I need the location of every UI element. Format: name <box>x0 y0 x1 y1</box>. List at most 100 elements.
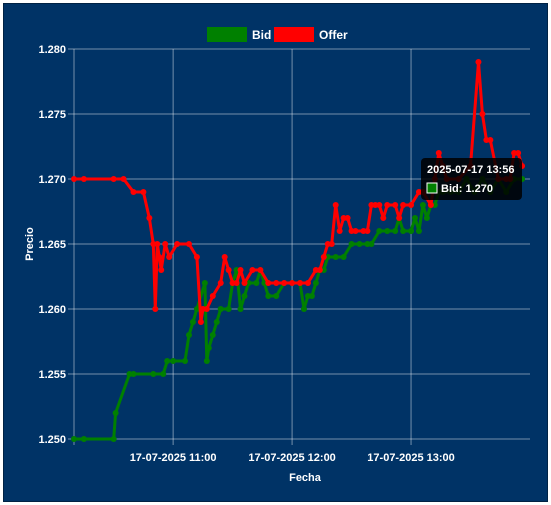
x-tick-label: 17-07-2025 11:00 <box>130 452 217 464</box>
data-point-bid <box>273 293 280 299</box>
data-point-bid <box>189 319 196 325</box>
data-point-offer <box>515 150 522 156</box>
tooltip-box <box>421 158 522 200</box>
y-tick-label: 1.265 <box>38 239 66 251</box>
data-point-bid <box>203 358 210 364</box>
data-point-bid <box>392 228 399 234</box>
data-point-offer <box>209 293 216 299</box>
data-point-offer <box>297 280 304 286</box>
y-tick-label: 1.270 <box>38 174 66 186</box>
legend-label-bid: Bid <box>252 28 271 42</box>
data-point-offer <box>487 137 494 143</box>
data-point-offer <box>166 254 173 260</box>
data-point-bid <box>376 228 383 234</box>
legend-swatch-offer <box>274 27 314 42</box>
x-tick-label: 17-07-2025 13:00 <box>367 452 454 464</box>
data-point-offer <box>80 176 87 182</box>
data-point-offer <box>265 280 272 286</box>
data-point-offer <box>364 228 371 234</box>
y-tick-label: 1.260 <box>38 304 66 316</box>
y-tick-label: 1.255 <box>38 369 66 381</box>
data-point-bid <box>130 371 137 377</box>
chart-series <box>71 59 526 442</box>
data-point-bid <box>193 306 200 312</box>
y-tick-label: 1.280 <box>38 44 66 56</box>
data-point-bid <box>412 215 419 221</box>
data-point-offer <box>304 280 311 286</box>
data-point-offer <box>233 280 240 286</box>
data-point-bid <box>300 306 307 312</box>
tooltip-text: Bid: 1.270 <box>441 183 493 195</box>
data-point-offer <box>152 306 159 312</box>
data-point-offer <box>162 241 169 247</box>
data-point-bid <box>217 306 224 312</box>
data-point-offer <box>376 202 383 208</box>
y-axis-title: Precio <box>24 227 36 261</box>
legend-label-offer: Offer <box>319 28 348 42</box>
data-point-offer <box>316 267 323 273</box>
data-point-offer <box>427 202 434 208</box>
legend-item-offer[interactable]: Offer <box>274 27 348 42</box>
legend-swatch-bid <box>207 27 247 42</box>
data-point-offer <box>475 59 482 65</box>
data-point-offer <box>320 254 327 260</box>
data-point-offer <box>237 267 244 273</box>
data-point-offer <box>158 267 165 273</box>
data-point-bid <box>423 215 430 221</box>
data-point-offer <box>352 228 359 234</box>
data-point-bid <box>170 358 177 364</box>
data-point-bid <box>110 436 117 442</box>
data-point-bid <box>225 306 232 312</box>
data-point-bid <box>241 293 248 299</box>
y-axis-ticks: 1.250 1.255 1.260 1.265 1.270 1.275 1.280 <box>38 44 66 446</box>
data-point-offer <box>203 306 210 312</box>
tooltip-swatch <box>426 182 438 194</box>
data-point-offer <box>154 241 161 247</box>
data-point-offer <box>225 267 232 273</box>
data-point-offer <box>120 176 127 182</box>
data-point-bid <box>160 371 167 377</box>
data-point-bid <box>253 280 260 286</box>
data-point-bid <box>400 228 407 234</box>
data-point-bid <box>384 228 391 234</box>
data-point-bid <box>419 202 426 208</box>
y-tick-label: 1.250 <box>38 434 66 446</box>
data-point-offer <box>435 150 442 156</box>
tooltip-title: 2025-07-17 13:56 <box>427 164 514 176</box>
data-point-offer <box>281 280 288 286</box>
data-point-bid <box>201 280 208 286</box>
data-point-offer <box>217 280 224 286</box>
x-axis-title: Fecha <box>289 472 322 484</box>
data-point-offer <box>185 241 192 247</box>
data-point-offer <box>332 202 339 208</box>
data-point-bid <box>71 436 77 442</box>
data-point-bid <box>356 241 363 247</box>
data-point-offer <box>392 202 399 208</box>
data-point-bid <box>308 293 315 299</box>
y-tick-label: 1.275 <box>38 109 66 121</box>
data-point-bid <box>164 358 171 364</box>
data-point-offer <box>380 215 387 221</box>
data-point-offer <box>221 254 228 260</box>
data-point-bid <box>348 241 355 247</box>
legend-item-bid[interactable]: Bid <box>207 27 271 42</box>
data-point-offer <box>328 241 335 247</box>
data-point-bid <box>368 241 375 247</box>
data-point-bid <box>340 254 347 260</box>
data-point-offer <box>273 280 280 286</box>
x-axis-ticks: 17-07-2025 11:00 17-07-2025 12:00 17-07-20… <box>130 452 455 464</box>
data-point-bid <box>237 306 244 312</box>
series-offer <box>71 59 526 325</box>
data-point-offer <box>408 202 415 208</box>
data-point-bid <box>312 280 319 286</box>
data-point-bid <box>209 332 216 338</box>
chart-tooltip: 2025-07-17 13:56 Bid: 1.270 <box>421 158 522 200</box>
data-point-offer <box>400 202 407 208</box>
data-point-bid <box>150 371 157 377</box>
data-point-offer <box>110 176 117 182</box>
data-point-bid <box>213 319 220 325</box>
chart-legend[interactable]: Bid Offer <box>207 27 348 42</box>
data-point-offer <box>289 280 296 286</box>
data-point-bid <box>80 436 87 442</box>
